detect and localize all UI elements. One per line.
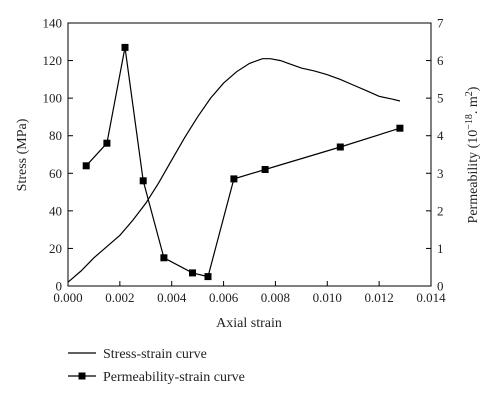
x-tick-label: 0.000 (53, 290, 82, 305)
x-tick-label: 0.006 (209, 290, 239, 305)
left-y-tick-label: 20 (49, 241, 62, 256)
data-point-permeability (230, 175, 238, 183)
legend-marker-permeability (78, 372, 86, 380)
series-line-1 (85, 47, 401, 278)
right-y-tick-label: 5 (437, 91, 444, 106)
data-point-permeability (204, 273, 212, 281)
data-point-permeability (139, 177, 147, 185)
legend-item-stress: Stress-strain curve (68, 347, 207, 362)
left-y-tick-label: 140 (43, 16, 63, 31)
x-tick-label: 0.014 (416, 290, 446, 305)
left-y-axis-title: Stress (MPa) (15, 118, 30, 191)
x-tick-label: 0.012 (365, 290, 394, 305)
right-y-tick-label: 7 (437, 16, 444, 31)
right-y-tick-label: 2 (437, 203, 444, 218)
left-y-tick-label: 120 (43, 53, 63, 68)
right-y-axis-title-exp2: 2 (464, 91, 475, 96)
right-y-axis-title-main: Permeability (10 (466, 130, 481, 224)
right-y-axis-title: Permeability (10−18. m2) (464, 86, 481, 223)
right-y-axis-title-end: ) (466, 86, 481, 91)
x-tick-label: 0.010 (313, 290, 342, 305)
left-y-tick-label: 60 (49, 166, 62, 181)
plot-frame (67, 22, 432, 287)
legend: Stress-strain curve Permeability-strain … (68, 347, 245, 385)
right-y-tick-label: 0 (437, 279, 444, 294)
right-y-axis-title-mid: . m (466, 96, 481, 114)
data-point-permeability (121, 43, 129, 51)
right-y-tick-label: 1 (437, 241, 444, 256)
data-point-permeability (160, 254, 168, 262)
x-axis-title: Axial strain (216, 316, 282, 331)
left-y-tick-label: 80 (49, 128, 62, 143)
right-y-axis-ticks: 0 1 2 3 4 5 6 7 (426, 16, 444, 294)
left-y-axis-ticks: 0 20 40 60 80 100 120 140 (43, 16, 73, 294)
legend-item-permeability: Permeability-strain curve (68, 370, 245, 385)
series-layer (67, 43, 404, 283)
left-y-tick-label: 0 (56, 279, 63, 294)
legend-label-permeability: Permeability-strain curve (103, 370, 245, 385)
left-y-tick-label: 100 (43, 91, 63, 106)
x-tick-label: 0.002 (105, 290, 134, 305)
data-point-permeability (396, 124, 404, 132)
right-y-axis-title-exp: −18 (464, 114, 475, 130)
right-y-tick-label: 6 (437, 53, 444, 68)
x-tick-label: 0.004 (157, 290, 187, 305)
left-y-tick-label: 40 (49, 203, 62, 218)
data-point-permeability (189, 269, 196, 277)
data-point-permeability (82, 162, 90, 170)
right-y-tick-label: 4 (437, 128, 444, 143)
data-point-permeability (336, 143, 344, 151)
data-point-permeability (103, 139, 111, 147)
x-tick-label: 0.008 (261, 290, 290, 305)
x-axis-ticks: 0.000 0.002 0.004 0.006 0.008 0.010 0.012 0.014 (53, 281, 446, 305)
right-y-tick-label: 3 (437, 166, 444, 181)
data-point-permeability (261, 166, 269, 173)
legend-label-stress: Stress-strain curve (103, 347, 207, 362)
series-line-0 (67, 58, 401, 283)
